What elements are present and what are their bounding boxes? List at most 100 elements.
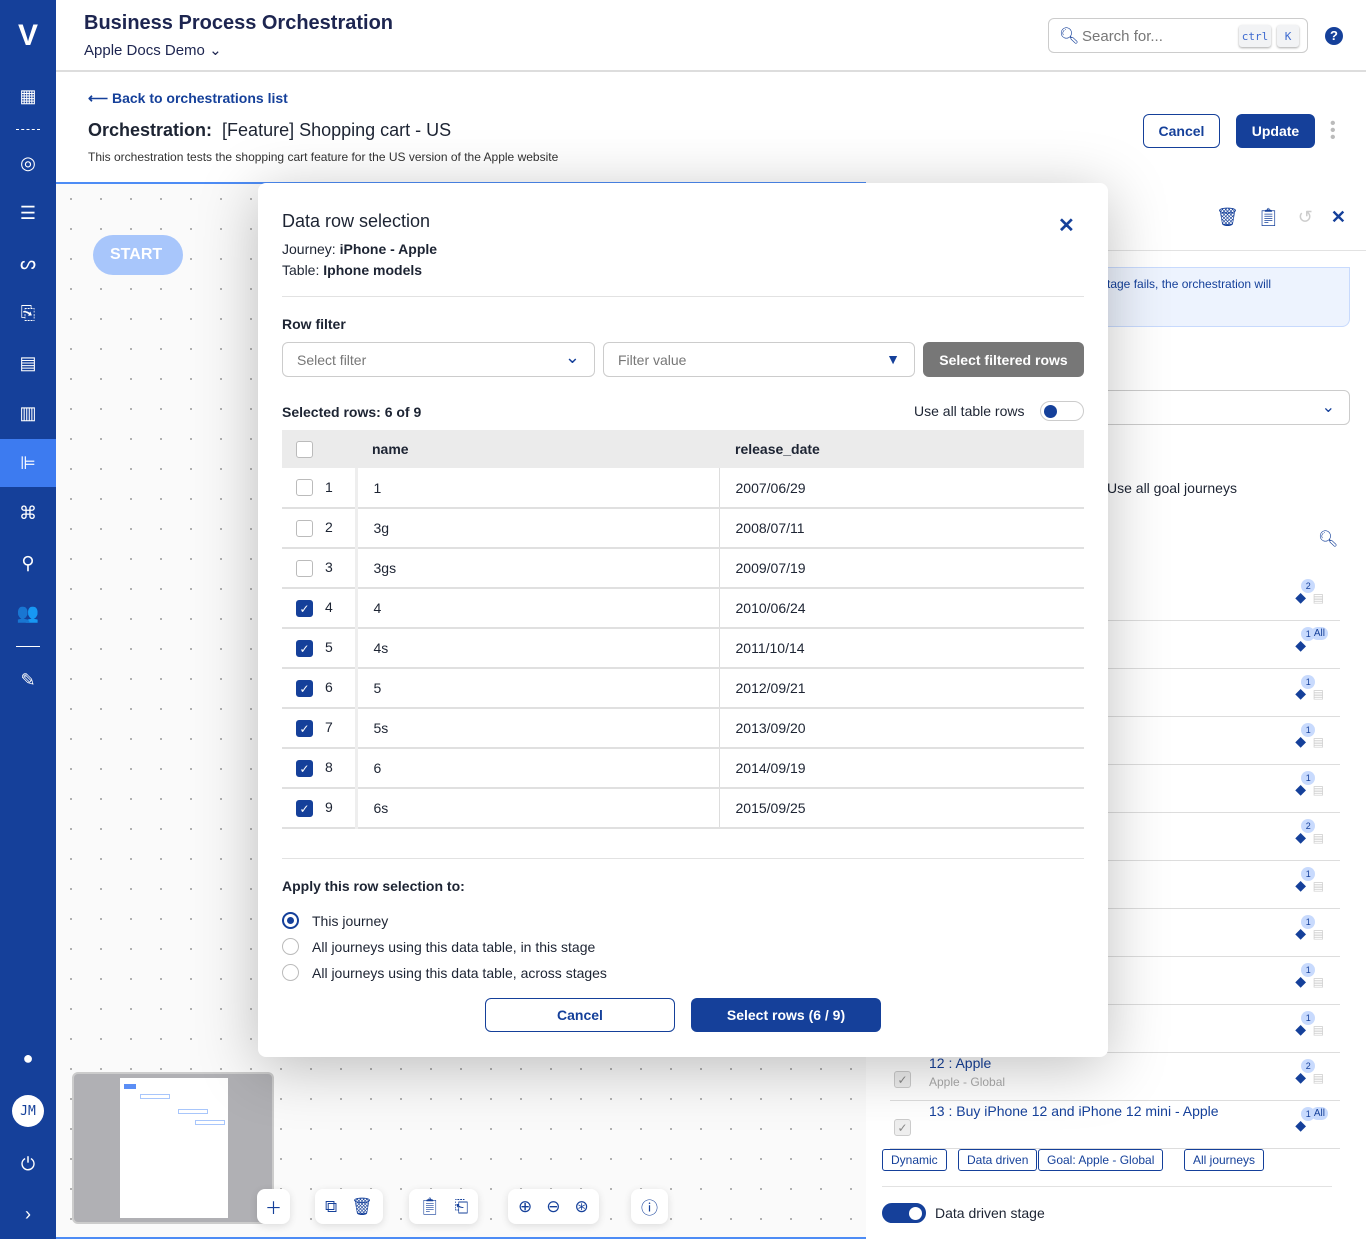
more-options-icon[interactable]: • • • <box>1330 115 1336 146</box>
table-icon[interactable]: ▤ <box>1312 591 1324 605</box>
cell-name: 3g <box>356 508 720 549</box>
row-checkbox[interactable]: ✓ <box>296 799 313 817</box>
route-icon[interactable]: ᔕ <box>19 252 37 273</box>
row-checkbox[interactable]: ✓ <box>296 719 313 737</box>
select-filtered-rows-button[interactable]: Select filtered rows <box>923 342 1084 377</box>
row-checkbox[interactable] <box>296 479 313 497</box>
select-rows-button[interactable]: Select rows (6 / 9) <box>691 998 881 1032</box>
row-checkbox[interactable] <box>296 559 313 577</box>
table-row[interactable]: 2 3g 2008/07/11 <box>282 508 1084 549</box>
select-all-checkbox[interactable] <box>296 440 313 458</box>
dialog-cancel-button[interactable]: Cancel <box>485 998 675 1032</box>
use-all-rows-toggle[interactable] <box>1040 401 1084 421</box>
search-input[interactable]: 🔍︎ Search for... ctrl K <box>1048 18 1308 53</box>
update-button[interactable]: Update <box>1236 114 1315 148</box>
selected-rows-count: Selected rows: 6 of 9 <box>282 404 422 420</box>
cell-name: 5 <box>356 668 720 709</box>
table-row[interactable]: ✓ 8 6 2014/09/19 <box>282 748 1084 789</box>
table-row[interactable]: 3 3gs 2009/07/19 <box>282 548 1084 589</box>
journey-list-item[interactable]: ◆ 1 ▤ <box>890 861 1340 909</box>
journey-list-item[interactable]: ◆ 1 ▤ <box>890 669 1340 717</box>
avatar[interactable]: JM <box>0 1091 56 1131</box>
row-checkbox[interactable] <box>296 519 313 537</box>
paste-icon[interactable]: 📋︎ <box>419 1196 441 1216</box>
apply-option-radio[interactable]: All journeys using this data table, acro… <box>282 964 607 981</box>
close-icon[interactable]: ✕ <box>1058 215 1075 237</box>
table-row[interactable]: ✓ 9 6s 2015/09/25 <box>282 788 1084 829</box>
journey-checkbox[interactable]: ✓ <box>894 1071 911 1088</box>
journey-badge-icon: ◆ 1 <box>1295 963 1316 990</box>
table-row[interactable]: ✓ 4 4 2010/06/24 <box>282 588 1084 629</box>
table-icon[interactable]: ▤ <box>1312 735 1324 749</box>
table-row[interactable]: ✓ 5 4s 2011/10/14 <box>282 628 1084 669</box>
map-icon[interactable]: ▥ <box>19 402 37 423</box>
expand-icon[interactable]: › <box>25 1203 31 1224</box>
zoom-in-icon[interactable]: ⊕ <box>518 1196 533 1216</box>
users-icon[interactable]: 👥 <box>16 602 40 623</box>
checklist-icon[interactable]: ▤ <box>19 352 37 373</box>
journey-list-item[interactable]: ◆ 2 ▤ <box>890 573 1340 621</box>
table-icon[interactable]: ▤ <box>1312 975 1324 989</box>
orchestration-icon[interactable]: ⊫ <box>0 439 56 487</box>
add-node-button[interactable]: ＋ <box>257 1189 290 1224</box>
journey-list-item[interactable]: ✓ 12 : Apple Apple - Global ◆ 2 ▤ <box>890 1053 1340 1101</box>
apply-option-radio[interactable]: This journey <box>282 912 388 929</box>
row-checkbox[interactable]: ✓ <box>296 679 313 697</box>
journey-badge-icon: ◆ 1 <box>1295 723 1316 750</box>
plug-icon[interactable]: ⚲ <box>21 552 35 573</box>
journey-list-item[interactable]: ◆ 1 ▤ <box>890 1005 1340 1053</box>
row-checkbox[interactable]: ✓ <box>296 759 313 777</box>
journey-list-item[interactable]: ◆ 1 ▤ <box>890 765 1340 813</box>
journey-list-item[interactable]: ✓ 13 : Buy iPhone 12 and iPhone 12 mini -… <box>890 1101 1340 1149</box>
journey-list-item[interactable]: ◆ 2 ▤ <box>890 813 1340 861</box>
trash-icon[interactable]: 🗑︎ <box>351 1196 373 1216</box>
table-icon[interactable]: ▤ <box>1312 1023 1324 1037</box>
project-selector[interactable]: Apple Docs Demo ⌄ <box>84 42 222 59</box>
journey-list-item[interactable]: ◆ 1 ▤ <box>890 717 1340 765</box>
table-icon[interactable]: ▤ <box>1312 927 1324 941</box>
command-icon[interactable]: ⌘ <box>19 502 37 523</box>
search-icon[interactable]: 🔍︎ <box>1318 531 1339 548</box>
table-icon[interactable]: ▤ <box>1312 879 1324 893</box>
zoom-out-icon[interactable]: ⊖ <box>546 1196 561 1216</box>
paste-icon[interactable]: 📋︎ <box>1256 207 1280 227</box>
journey-checkbox[interactable]: ✓ <box>894 1119 911 1136</box>
zoom-fit-icon[interactable]: ⊛ <box>574 1196 589 1216</box>
table-row[interactable]: ✓ 6 5 2012/09/21 <box>282 668 1084 709</box>
close-icon[interactable]: ✕ <box>1330 207 1346 227</box>
table-icon[interactable]: ▤ <box>1312 831 1324 845</box>
select-filter-dropdown[interactable]: Select filter ⌄ <box>282 342 595 377</box>
cancel-button[interactable]: Cancel <box>1143 114 1220 148</box>
row-checkbox[interactable]: ✓ <box>296 639 313 657</box>
trash-icon[interactable]: 🗑︎ <box>1216 207 1239 227</box>
minimap[interactable] <box>72 1072 274 1224</box>
row-checkbox[interactable]: ✓ <box>296 599 313 617</box>
table-row[interactable]: 1 1 2007/06/29 <box>282 468 1084 509</box>
code-file-icon[interactable]: ⎘ <box>20 302 36 323</box>
power-icon[interactable]: ⏻ <box>20 1153 36 1174</box>
journey-list-item[interactable]: ◆ 1 All <box>890 621 1340 669</box>
info-button[interactable]: ⓘ <box>631 1189 668 1224</box>
back-link[interactable]: ⟵ Back to orchestrations list <box>88 90 288 106</box>
help-icon[interactable]: ? <box>1325 27 1343 45</box>
apply-option-radio[interactable]: All journeys using this data table, in t… <box>282 938 595 955</box>
journey-badge-icon: ◆ 1 <box>1295 867 1316 894</box>
table-icon[interactable]: ▤ <box>1312 687 1324 701</box>
paste-special-icon[interactable]: ⎗ <box>454 1196 469 1216</box>
tools-icon[interactable]: ✎ <box>20 669 36 690</box>
building-user-icon[interactable]: ▦ <box>19 85 37 106</box>
duplicate-icon[interactable]: ⧉ <box>325 1196 338 1216</box>
cell-name: 3gs <box>356 548 720 589</box>
undo-icon[interactable]: ↺ <box>1297 207 1313 227</box>
filter-value-input[interactable]: Filter value ▼ <box>603 342 915 377</box>
table-row[interactable]: ✓ 7 5s 2013/09/20 <box>282 708 1084 749</box>
chevron-down-icon: ⌄ <box>209 42 222 59</box>
table-icon[interactable]: ▤ <box>1312 1071 1324 1085</box>
start-node[interactable]: START <box>93 235 183 275</box>
target-icon[interactable]: ◎ <box>20 152 36 173</box>
table-icon[interactable]: ▤ <box>1312 783 1324 797</box>
list-icon[interactable]: ☰ <box>19 202 37 223</box>
journey-badge-icon: ◆ 1 <box>1295 675 1316 702</box>
data-driven-stage-toggle[interactable] <box>882 1203 926 1223</box>
chat-icon[interactable]: ● <box>22 1047 34 1068</box>
